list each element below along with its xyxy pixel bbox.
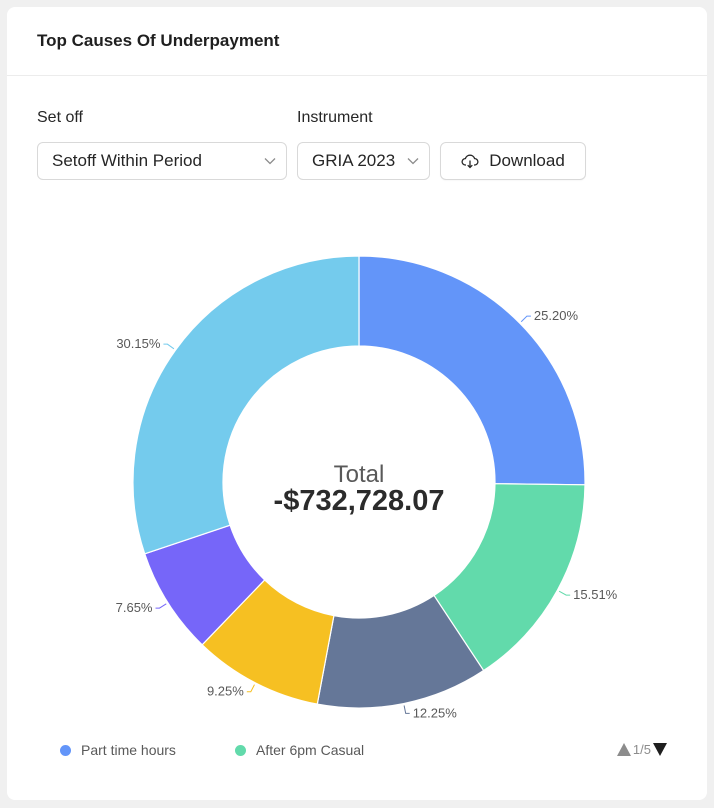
legend-item[interactable]: After 6pm Casual: [235, 742, 364, 758]
chart-center-value: -$732,728.07: [274, 485, 445, 517]
chevron-down-icon: [264, 158, 276, 165]
legend-item[interactable]: Part time hours: [60, 742, 176, 758]
legend-pager: 1/5: [616, 742, 667, 757]
chart-center-label: Total: [334, 461, 385, 488]
card-header: Top Causes Of Underpayment: [7, 7, 707, 76]
label-leader-lines: [155, 315, 571, 714]
donut-slice[interactable]: [358, 255, 586, 486]
setoff-select[interactable]: Setoff Within Period: [37, 142, 287, 180]
instrument-select-value: GRIA 2023: [312, 151, 396, 170]
chart-legend: Part time hours After 6pm Casual 1/5: [60, 742, 667, 762]
slice-percent-label: 15.51%: [573, 587, 618, 602]
label-leader-line: [246, 684, 255, 693]
slice-percent-label: 25.20%: [534, 308, 579, 323]
legend-item-label: Part time hours: [81, 742, 176, 758]
label-leader-line: [403, 705, 410, 714]
slice-percent-label: 12.25%: [413, 705, 458, 720]
cloud-download-icon: [461, 154, 479, 169]
label-leader-line: [155, 603, 167, 609]
instrument-select[interactable]: GRIA 2023: [297, 142, 430, 180]
instrument-label: Instrument: [297, 109, 373, 126]
legend-next-page-icon[interactable]: [653, 743, 667, 756]
legend-item-label: After 6pm Casual: [256, 742, 365, 758]
legend-page-indicator: 1/5: [632, 742, 651, 757]
download-button[interactable]: Download: [440, 142, 586, 180]
chart-card: Top Causes Of Underpayment Set off Setof…: [7, 7, 707, 800]
slice-percent-label: 9.25%: [207, 684, 244, 699]
legend-marker: [60, 744, 71, 756]
legend-prev-page-icon[interactable]: [616, 743, 631, 756]
slice-percent-label: 30.15%: [116, 336, 161, 351]
label-leader-line: [163, 343, 175, 350]
slice-labels: 25.20% 15.51% 12.25% 9.25% 7.65% 30.15%: [116, 308, 618, 720]
label-leader-line: [558, 590, 571, 596]
chevron-down-icon: [407, 158, 419, 165]
label-leader-line: [520, 315, 531, 323]
donut-chart: 25.20% 15.51% 12.25% 9.25% 7.65% 30.15% Total…: [116, 255, 618, 720]
legend-marker: [235, 744, 246, 756]
donut-slice[interactable]: [132, 255, 360, 555]
download-label: Download: [489, 151, 565, 170]
donut-slices: [132, 255, 586, 709]
slice-percent-label: 7.65%: [116, 600, 153, 615]
setoff-select-value: Setoff Within Period: [52, 151, 202, 170]
setoff-label: Set off: [37, 109, 83, 126]
card-title: Top Causes Of Underpayment: [37, 31, 280, 50]
